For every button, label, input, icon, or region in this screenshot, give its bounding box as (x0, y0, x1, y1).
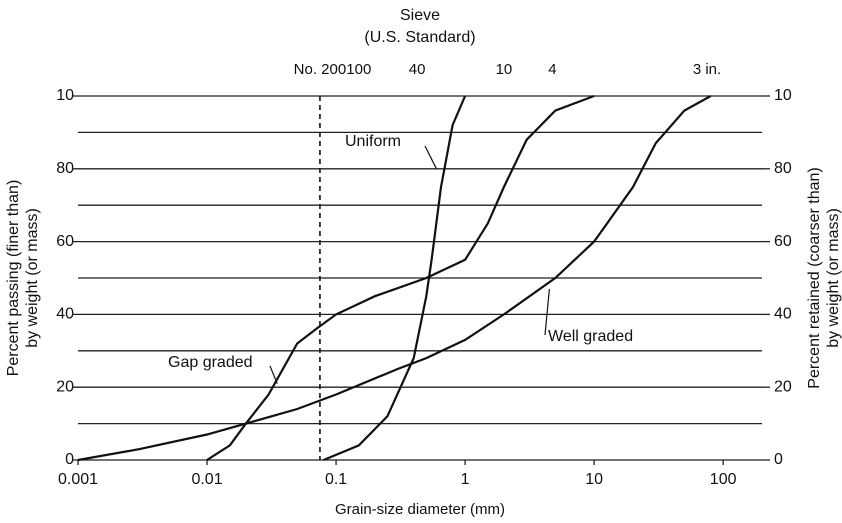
label-arrow (544, 288, 550, 336)
y2-tick-label: 10 (774, 87, 792, 104)
x-tick-label: 0.01 (191, 471, 222, 488)
y2-tick-label: 60 (774, 233, 792, 250)
label-arrow (424, 145, 438, 170)
y-axis-label: Percent passing (finer than) (5, 180, 22, 377)
sieve-tick-label: 10 (496, 61, 513, 78)
y-tick-label: 40 (56, 306, 74, 323)
x-tick-label: 0.1 (325, 471, 347, 488)
y-tick-label: 60 (56, 233, 74, 250)
chart-subtitle: (U.S. Standard) (364, 29, 475, 46)
x-tick-label: 1 (461, 471, 470, 488)
y2-tick-label: 20 (774, 378, 792, 395)
x-tick-label: 10 (585, 471, 603, 488)
sieve-tick-label: 4 (548, 61, 556, 78)
label-arrow (269, 365, 278, 384)
y2-tick-label: 80 (774, 160, 792, 177)
y2-tick-label: 0 (774, 451, 783, 468)
y-axis-label: by weight (or mass) (24, 208, 41, 348)
y2-axis-label: by weight (or mass) (825, 208, 842, 348)
y-tick-label: 10 (56, 87, 74, 104)
line (206, 94, 595, 461)
sieve-tick-label: 40 (409, 61, 426, 78)
y-tick-label: 20 (56, 378, 74, 395)
sieve-tick-label: 3 in. (693, 61, 721, 78)
x-tick-label: 100 (710, 471, 737, 488)
series-label: Well graded (548, 328, 633, 345)
y2-axis-label: Percent retained (coarser than) (806, 167, 823, 388)
x-axis-label: Grain-size diameter (mm) (335, 501, 505, 518)
series-label: Gap graded (168, 354, 253, 371)
y-tick-label: 80 (56, 160, 74, 177)
x-tick-label: 0.001 (58, 471, 98, 488)
line (323, 95, 467, 462)
y-tick-label: 0 (65, 451, 74, 468)
series-label: Uniform (345, 133, 401, 150)
chart-title: Sieve (400, 7, 440, 24)
sieve-tick-label: No. 200 (294, 61, 347, 78)
line (77, 95, 712, 462)
sieve-tick-label: 100 (346, 61, 371, 78)
y2-tick-label: 40 (774, 306, 792, 323)
